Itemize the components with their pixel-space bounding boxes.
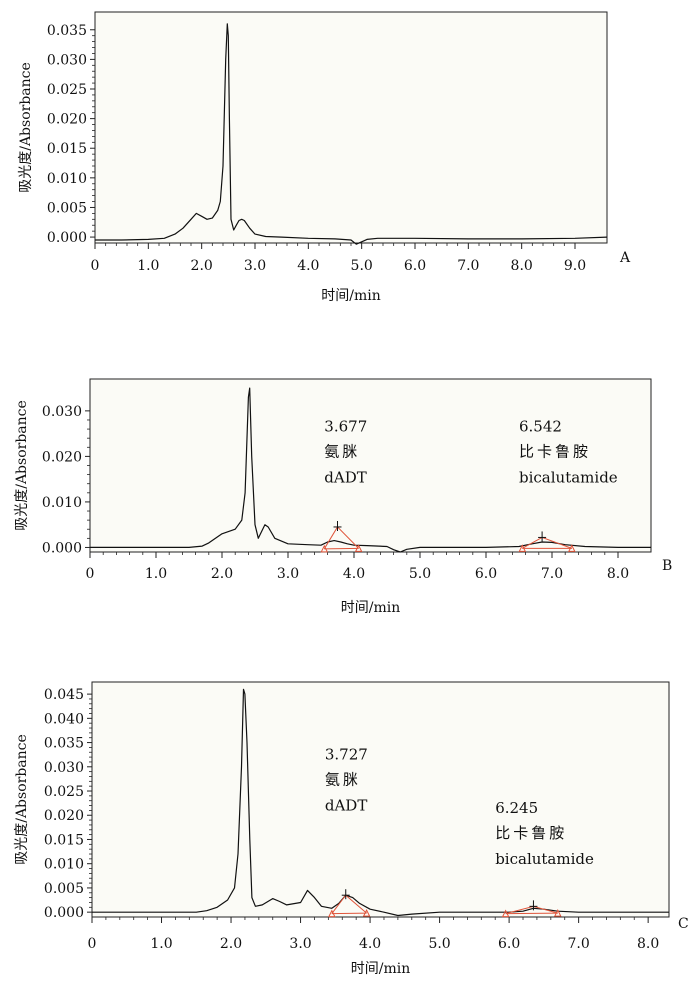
y-tick-label: 0.005 bbox=[47, 200, 87, 216]
y-tick-label: 0.045 bbox=[44, 687, 84, 703]
y-tick-label: 0.000 bbox=[47, 230, 87, 246]
compound-name-en: dADT bbox=[324, 468, 366, 486]
y-tick-label: 0.020 bbox=[42, 449, 82, 465]
x-tick-label: 8.0 bbox=[637, 936, 659, 952]
y-tick-label: 0.015 bbox=[47, 141, 87, 157]
y-tick-label: 0.040 bbox=[44, 711, 84, 727]
chart-panel-a: 0.000 0.005 0.010 0.015 0.020 0.025 0.030 0.035… bbox=[18, 12, 631, 304]
x-tick-label: 4.0 bbox=[343, 566, 365, 582]
x-axis-title: 时间/min bbox=[351, 961, 411, 977]
plot-frame bbox=[90, 379, 651, 552]
x-tick-label: 6.0 bbox=[498, 936, 520, 952]
x-tick-label: 1.0 bbox=[145, 566, 167, 582]
plot-frame bbox=[95, 12, 607, 243]
x-tick-label: 4.0 bbox=[359, 936, 381, 952]
chart-panel-c: 0.000 0.005 0.010 0.015 0.020 0.025 0.030 0.035… bbox=[14, 682, 689, 977]
x-tick-label: 5.0 bbox=[351, 258, 373, 274]
x-tick-label: 2.0 bbox=[220, 936, 242, 952]
y-tick-label: 0.035 bbox=[47, 23, 87, 39]
x-tick-label: 6.0 bbox=[475, 566, 497, 582]
y-tick-label: 0.010 bbox=[44, 857, 84, 873]
x-tick-label: 6.0 bbox=[404, 258, 426, 274]
x-tick-label: 0 bbox=[86, 566, 95, 582]
panel-label: C bbox=[678, 916, 689, 932]
y-tick-label: 0.000 bbox=[44, 905, 84, 921]
x-tick-label: 7.0 bbox=[457, 258, 479, 274]
y-tick-label: 0.020 bbox=[44, 808, 84, 824]
x-tick-label: 7.0 bbox=[567, 936, 589, 952]
y-axis-title: 吸光度/Absorbance bbox=[18, 62, 34, 193]
x-tick-label: 9.0 bbox=[564, 258, 586, 274]
y-tick-label: 0.030 bbox=[42, 404, 82, 420]
y-tick-label: 0.010 bbox=[42, 495, 82, 511]
x-tick-label: 3.0 bbox=[244, 258, 266, 274]
x-axis-title: 时间/min bbox=[321, 288, 381, 304]
compound-name-en: bicalutamide bbox=[495, 850, 594, 868]
compound-name-en: bicalutamide bbox=[519, 468, 618, 486]
y-axis-title: 吸光度/Absorbance bbox=[14, 734, 30, 865]
x-tick-label: 1.0 bbox=[137, 258, 159, 274]
y-tick-label: 0.000 bbox=[42, 540, 82, 556]
x-tick-label: 5.0 bbox=[428, 936, 450, 952]
x-tick-label: 1.0 bbox=[150, 936, 172, 952]
x-tick-label: 7.0 bbox=[541, 566, 563, 582]
retention-time-label: 6.245 bbox=[495, 799, 538, 817]
x-tick-label: 3.0 bbox=[277, 566, 299, 582]
y-axis-title: 吸光度/Absorbance bbox=[14, 400, 30, 531]
x-tick-label: 8.0 bbox=[511, 258, 533, 274]
y-tick-label: 0.005 bbox=[44, 881, 84, 897]
y-tick-label: 0.030 bbox=[47, 52, 87, 68]
plot-frame bbox=[92, 682, 669, 917]
compound-name-en: dADT bbox=[325, 797, 367, 815]
x-tick-label: 8.0 bbox=[607, 566, 629, 582]
x-tick-label: 5.0 bbox=[409, 566, 431, 582]
y-tick-label: 0.025 bbox=[44, 784, 84, 800]
x-tick-label: 0 bbox=[91, 258, 100, 274]
x-tick-label: 0 bbox=[88, 936, 97, 952]
retention-time-label: 6.542 bbox=[519, 417, 562, 435]
compound-name-cn: 氨脒 bbox=[324, 442, 360, 460]
panel-label: A bbox=[619, 250, 631, 266]
x-axis-title: 时间/min bbox=[341, 600, 401, 616]
retention-time-label: 3.727 bbox=[325, 746, 368, 764]
chart-panel-b: 0.000 0.010 0.020 0.030 0 1.0 2.0 3.0 4.0 5.0 6.0 7… bbox=[14, 379, 672, 616]
compound-name-cn: 比卡鲁胺 bbox=[495, 824, 567, 842]
y-tick-label: 0.010 bbox=[47, 171, 87, 187]
panel-label: B bbox=[662, 558, 672, 574]
compound-name-cn: 比卡鲁胺 bbox=[519, 442, 591, 460]
x-tick-label: 4.0 bbox=[297, 258, 319, 274]
y-tick-label: 0.025 bbox=[47, 82, 87, 98]
x-tick-label: 2.0 bbox=[211, 566, 233, 582]
y-tick-label: 0.020 bbox=[47, 112, 87, 128]
y-tick-label: 0.015 bbox=[44, 832, 84, 848]
x-tick-label: 2.0 bbox=[191, 258, 213, 274]
y-tick-label: 0.030 bbox=[44, 760, 84, 776]
x-tick-label: 3.0 bbox=[289, 936, 311, 952]
compound-name-cn: 氨脒 bbox=[325, 771, 361, 789]
y-tick-label: 0.035 bbox=[44, 736, 84, 752]
retention-time-label: 3.677 bbox=[324, 417, 367, 435]
